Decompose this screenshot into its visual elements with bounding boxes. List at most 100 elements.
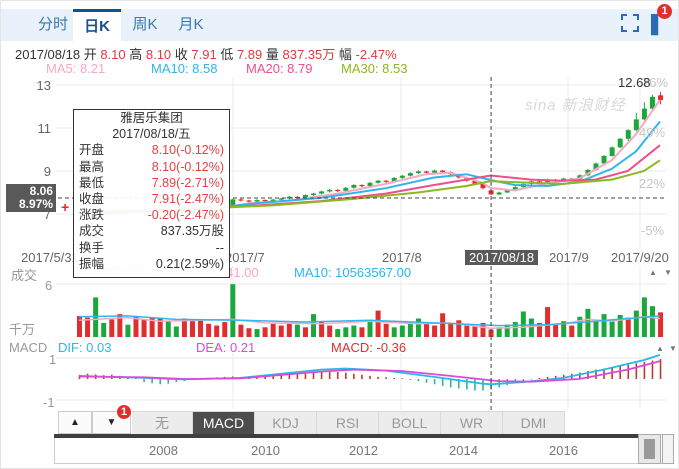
indicator-tab-RSI[interactable]: RSI [317, 411, 379, 434]
price-tick-9: 9 [43, 164, 51, 179]
price-max-label: 12.68 [618, 75, 651, 90]
tooltip-row-value: 7.91(-2.47%) [151, 191, 224, 206]
ma-legend-1: MA10: 8.58 [151, 61, 218, 76]
volume-ymax-label: 6 [45, 278, 53, 293]
candle-body [246, 200, 252, 202]
tooltip-row-label: 换手 [79, 240, 105, 255]
info-date: 2017/08/18 [15, 47, 84, 62]
tooltip-row-最低: 最低 7.89(-2.71%) [74, 175, 229, 191]
volume-bar [561, 321, 567, 337]
ma-legend-3: MA30: 8.53 [341, 61, 408, 76]
date-label-2017/08/18: 2017/08/18 [465, 250, 539, 265]
timeline-scroll-handle[interactable] [638, 434, 661, 464]
candle-body [359, 184, 365, 187]
candle-body [335, 189, 341, 192]
indicator-tab-BOLL[interactable]: BOLL [379, 411, 441, 434]
volume-bar [464, 324, 470, 337]
candle-body [504, 189, 510, 193]
volume-collapse-up-icon[interactable]: ▲ [649, 268, 657, 277]
indicator-tab-DMI[interactable]: DMI [503, 411, 565, 434]
candle-body [609, 147, 615, 156]
tab-周K[interactable]: 周K [132, 16, 158, 33]
tab-分时[interactable]: 分时 [37, 16, 68, 33]
tooltip-row-label: 最高 [79, 159, 105, 174]
volume-bar [407, 322, 413, 337]
info-field-量: 量 837.35万 [262, 47, 336, 62]
timeline-year-2016: 2016 [549, 443, 578, 458]
up-arrow-icon: ▲ [70, 417, 80, 428]
volume-bar [633, 310, 639, 337]
ma-legend-0: MA5: 8.21 [46, 61, 106, 76]
tooltip-date: 2017/08/18/五 [112, 127, 191, 142]
tooltip-row-value: 8.10(-0.12%) [151, 143, 224, 158]
timeline-year-2010: 2010 [251, 443, 280, 458]
macd-value-label: MACD: -0.36 [331, 340, 407, 355]
timeline-year-2008: 2008 [149, 443, 178, 458]
tab-月K[interactable]: 月K [178, 16, 204, 33]
timeline-range-bar[interactable] [54, 434, 638, 438]
indicator-tab-无[interactable]: 无 [132, 411, 193, 434]
volume-bar [375, 310, 381, 337]
tooltip-row-value: -0.20(-2.47%) [147, 208, 224, 223]
volume-bar [658, 312, 664, 337]
volume-bar [302, 327, 308, 337]
macd-collapse-up-icon[interactable]: ▲ [656, 344, 664, 353]
info-field-开: 开 8.10 [83, 47, 126, 62]
date-label-2017/9: 2017/9 [549, 250, 589, 265]
candle-body [351, 184, 357, 188]
tooltip-row-value: 7.89(-2.71%) [151, 175, 224, 190]
volume-bar [157, 318, 163, 337]
tooltip-row-value: 8.10(-0.12%) [151, 159, 224, 174]
tooltip-row-label: 成交 [79, 224, 105, 239]
candle-body [343, 187, 349, 191]
volume-bar [294, 324, 300, 337]
candle-body [415, 171, 421, 174]
tab-日K[interactable]: 日K [73, 9, 121, 41]
notification-badge[interactable]: 1 [657, 4, 672, 19]
info-field-收: 收 7.91 [171, 47, 217, 62]
volume-bar [230, 284, 236, 337]
volume-bar [181, 318, 187, 337]
candle-body [238, 199, 244, 201]
volume-bar [625, 317, 631, 337]
volume-bar [206, 323, 212, 337]
candle-body [327, 189, 333, 192]
tooltip-row-成交: 成交 837.35万股 [74, 223, 229, 239]
pct-tick--5%: -5% [641, 223, 665, 238]
more-options-icon[interactable]: ■ ■ ■ [650, 9, 660, 40]
indicator-tab-WR[interactable]: WR [441, 411, 503, 434]
volume-bar [391, 327, 397, 337]
pct-tick-76%: 76% [642, 75, 669, 90]
volume-bar [77, 315, 82, 337]
timeline-right-stepper[interactable] [662, 434, 674, 464]
indicator-up-button[interactable]: ▲ [58, 411, 92, 434]
indicator-badge[interactable]: 1 [117, 405, 131, 419]
candle-body [391, 177, 397, 182]
indicator-tab-KDJ[interactable]: KDJ [255, 411, 317, 434]
tooltip-row-label: 涨跌 [79, 208, 105, 223]
volume-bar [198, 320, 204, 337]
price-tick-11: 11 [37, 121, 52, 136]
volume-bar [415, 318, 421, 337]
tooltip-row-value: 837.35万股 [160, 224, 224, 239]
candle-body [270, 199, 276, 202]
volume-bar [456, 320, 462, 337]
indicator-tab-MACD[interactable]: MACD [193, 411, 255, 434]
volume-collapse-down-icon[interactable]: ▼ [664, 268, 672, 277]
candle-body [633, 119, 639, 131]
price-tick-7: 7 [43, 207, 51, 222]
volume-bar [528, 318, 534, 337]
timeline-navigator[interactable] [54, 434, 674, 464]
fullscreen-icon[interactable] [621, 14, 639, 32]
volume-bar [214, 325, 220, 337]
info-field-低: 低 7.89 [216, 47, 263, 62]
macd-collapse-down-icon[interactable]: ▼ [669, 344, 677, 353]
volume-unit-label: 千万 [9, 322, 36, 337]
volume-bar [165, 321, 171, 337]
volume-bar [359, 327, 365, 337]
volume-bar [189, 321, 195, 337]
candle-body [536, 181, 542, 183]
volume-bar [109, 319, 115, 337]
candle-body [658, 95, 664, 101]
